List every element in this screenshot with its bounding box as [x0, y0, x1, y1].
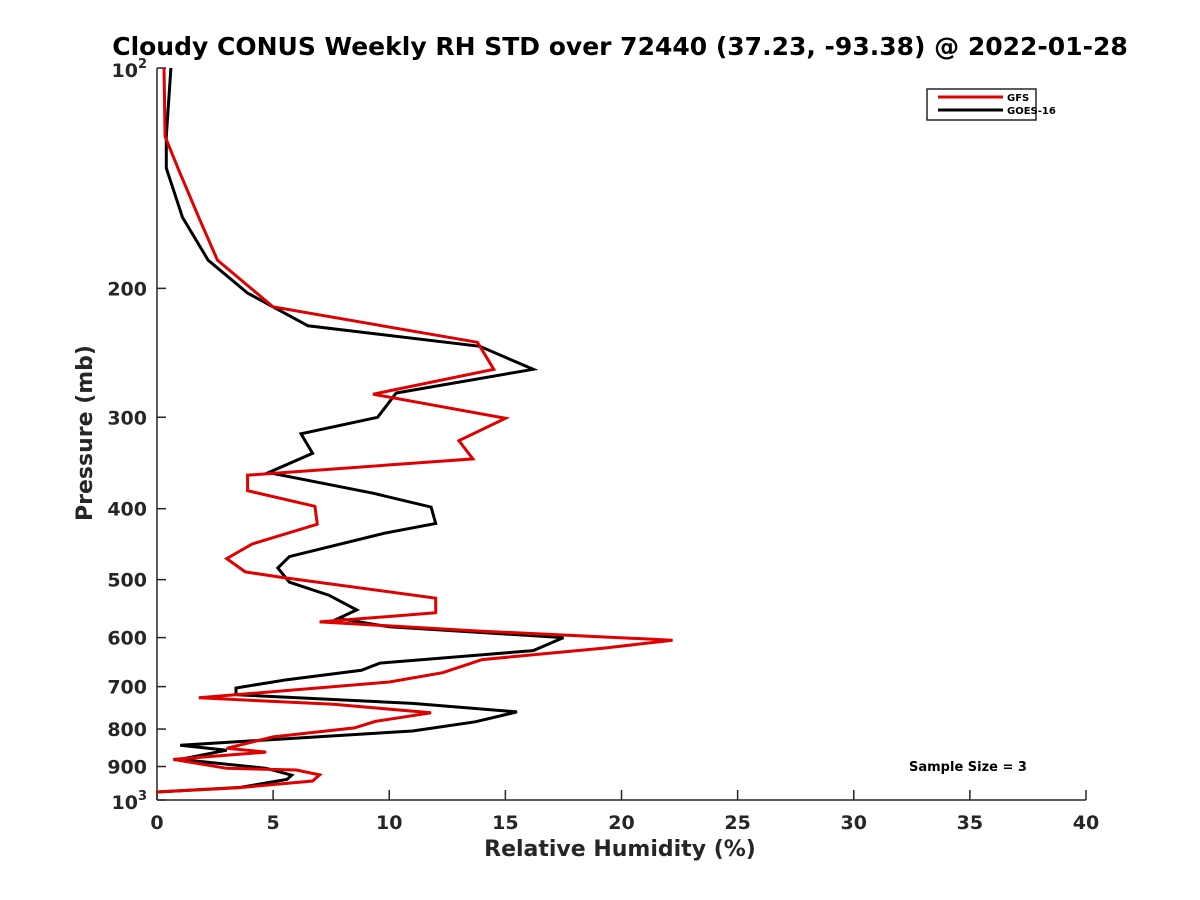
- x-tick-label: 10: [376, 812, 402, 834]
- y-tick-base: 10: [112, 792, 138, 814]
- y-tick-label: 102: [112, 57, 148, 82]
- x-tick-label: 15: [492, 812, 518, 834]
- y-tick-exponent: 2: [138, 57, 147, 72]
- x-tick-label: 40: [1073, 812, 1099, 834]
- y-tick-label: 200: [107, 278, 147, 300]
- x-tick-label: 25: [724, 812, 750, 834]
- series-line-goes16: [156, 67, 564, 794]
- x-axis-label: Relative Humidity (%): [484, 837, 756, 862]
- legend-label-gfs: GFS: [1007, 93, 1029, 104]
- y-tick-label: 300: [107, 407, 147, 429]
- x-tick-label: 35: [957, 812, 983, 834]
- legend-label-goes16: GOES-16: [1007, 106, 1056, 117]
- y-axis-label: Pressure (mb): [73, 345, 98, 521]
- plot-area: 0 5 10 15 20 25 30 35 40 10220030040050060070080…: [107, 57, 1099, 834]
- legend: GFS GOES-16: [926, 88, 1056, 121]
- y-tick-label: 103: [112, 789, 148, 814]
- y-tick-label: 900: [107, 757, 147, 779]
- x-tick-label: 0: [150, 812, 163, 834]
- chart-title: Cloudy CONUS Weekly RH STD over 72440 (3…: [112, 32, 1128, 61]
- y-tick-exponent: 3: [138, 789, 147, 804]
- x-ticks: 0 5 10 15 20 25 30 35 40: [150, 790, 1099, 834]
- x-tick-label: 20: [608, 812, 634, 834]
- series-layer: [156, 67, 673, 794]
- sample-size-annotation: Sample Size = 3: [909, 760, 1027, 775]
- x-tick-label: 5: [267, 812, 280, 834]
- y-tick-label: 400: [107, 499, 147, 521]
- y-tick-label: 800: [107, 719, 147, 741]
- series-line-gfs: [156, 67, 673, 794]
- legend-box: [926, 88, 1037, 121]
- y-tick-label: 700: [107, 677, 147, 699]
- y-tick-label: 600: [107, 628, 147, 650]
- y-tick-base: 10: [112, 60, 138, 82]
- x-tick-label: 30: [841, 812, 867, 834]
- y-tick-label: 500: [107, 570, 147, 592]
